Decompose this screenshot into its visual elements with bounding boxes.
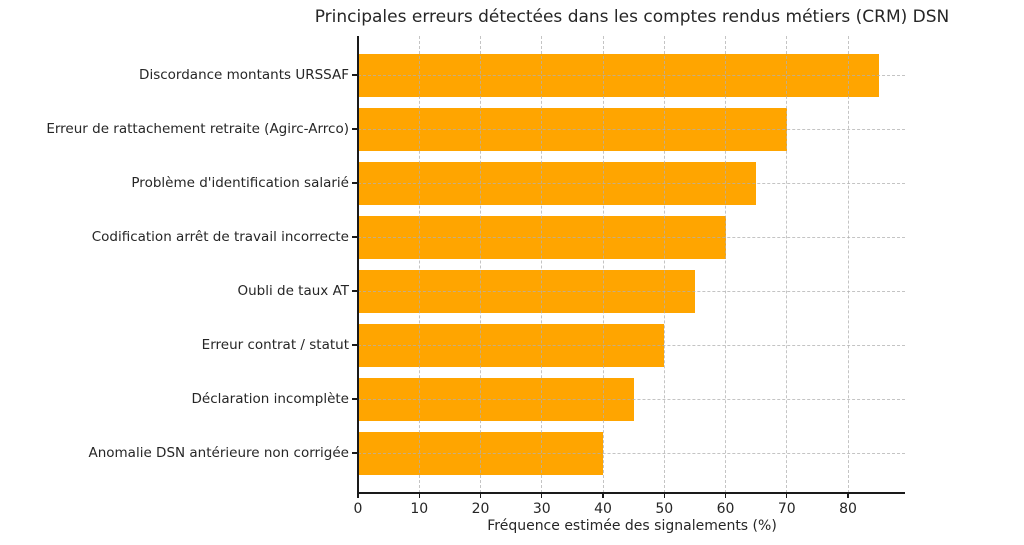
y-tick <box>352 290 357 292</box>
x-tick-label: 40 <box>594 501 612 517</box>
x-tick-label: 60 <box>716 501 735 517</box>
y-tick <box>352 74 357 76</box>
category-label: Anomalie DSN antérieure non corrigée <box>88 445 349 461</box>
x-tick <box>847 493 849 498</box>
y-axis-spine <box>357 36 359 493</box>
y-tick <box>352 344 357 346</box>
category-label: Déclaration incomplète <box>191 391 350 407</box>
x-tick <box>602 493 604 498</box>
x-tick <box>541 493 543 498</box>
y-tick <box>352 452 357 454</box>
category-label: Codification arrêt de travail incorrecte <box>91 229 349 245</box>
gridline-v <box>786 36 788 493</box>
x-tick-label: 0 <box>353 501 363 517</box>
gridline-h <box>358 74 905 76</box>
x-tick <box>786 493 788 498</box>
x-tick <box>724 493 727 498</box>
x-tick <box>663 493 665 498</box>
x-tick-label: 50 <box>655 501 674 517</box>
gridline-v <box>418 36 420 493</box>
x-tick-label: 10 <box>410 501 429 517</box>
gridline-v <box>663 36 665 493</box>
y-tick <box>352 398 357 400</box>
category-label: Discordance montants URSSAF <box>139 67 349 83</box>
x-axis-spine <box>357 492 905 494</box>
x-tick-label: 20 <box>471 501 490 517</box>
gridline-h <box>358 236 905 238</box>
gridline-v <box>847 36 849 493</box>
x-axis-label: Fréquence estimée des signalements (%) <box>487 518 777 534</box>
y-tick <box>352 182 357 184</box>
chart-title: Principales erreurs détectées dans les c… <box>314 7 950 27</box>
gridline-h <box>358 290 905 292</box>
gridline-h <box>358 344 905 346</box>
x-tick-label: 70 <box>777 501 796 517</box>
plot-area: Discordance montants URSSAF Erreur de rat… <box>46 36 905 517</box>
x-tick <box>357 493 359 498</box>
gridline-h <box>358 128 905 130</box>
category-label: Erreur contrat / statut <box>201 337 349 353</box>
y-tick <box>352 128 357 130</box>
x-tick <box>479 493 482 498</box>
gridline-h <box>358 452 905 454</box>
category-label: Oubli de taux AT <box>237 283 349 299</box>
gridline-v <box>480 36 481 493</box>
category-label: Problème d'identification salarié <box>131 175 349 191</box>
x-tick <box>418 493 420 498</box>
y-tick <box>352 236 357 238</box>
gridline-v <box>725 36 727 493</box>
gridline-v <box>602 36 604 493</box>
x-tick-label: 30 <box>532 501 551 517</box>
gridline-h <box>358 182 905 184</box>
category-label: Erreur de rattachement retraite (Agirc-A… <box>46 121 349 137</box>
gridline-h <box>358 398 905 400</box>
x-tick-label: 80 <box>839 501 857 517</box>
gridline-v <box>541 36 543 493</box>
